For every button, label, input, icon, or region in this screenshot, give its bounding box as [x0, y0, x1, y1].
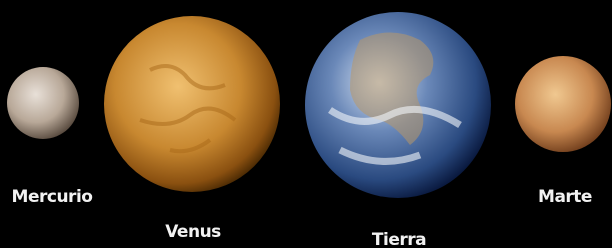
mercury [7, 67, 79, 139]
planet-label: Mercurio [12, 187, 93, 207]
venus [104, 16, 280, 192]
page: Mercurio Venus Tierra Marte (() => { con… [0, 0, 612, 248]
planets-image: Mercurio Venus Tierra Marte [0, 0, 612, 248]
planet-label: Tierra [372, 230, 426, 248]
mars [515, 56, 611, 152]
planet-label: Venus [165, 222, 221, 242]
planet-label: Marte [538, 187, 592, 207]
